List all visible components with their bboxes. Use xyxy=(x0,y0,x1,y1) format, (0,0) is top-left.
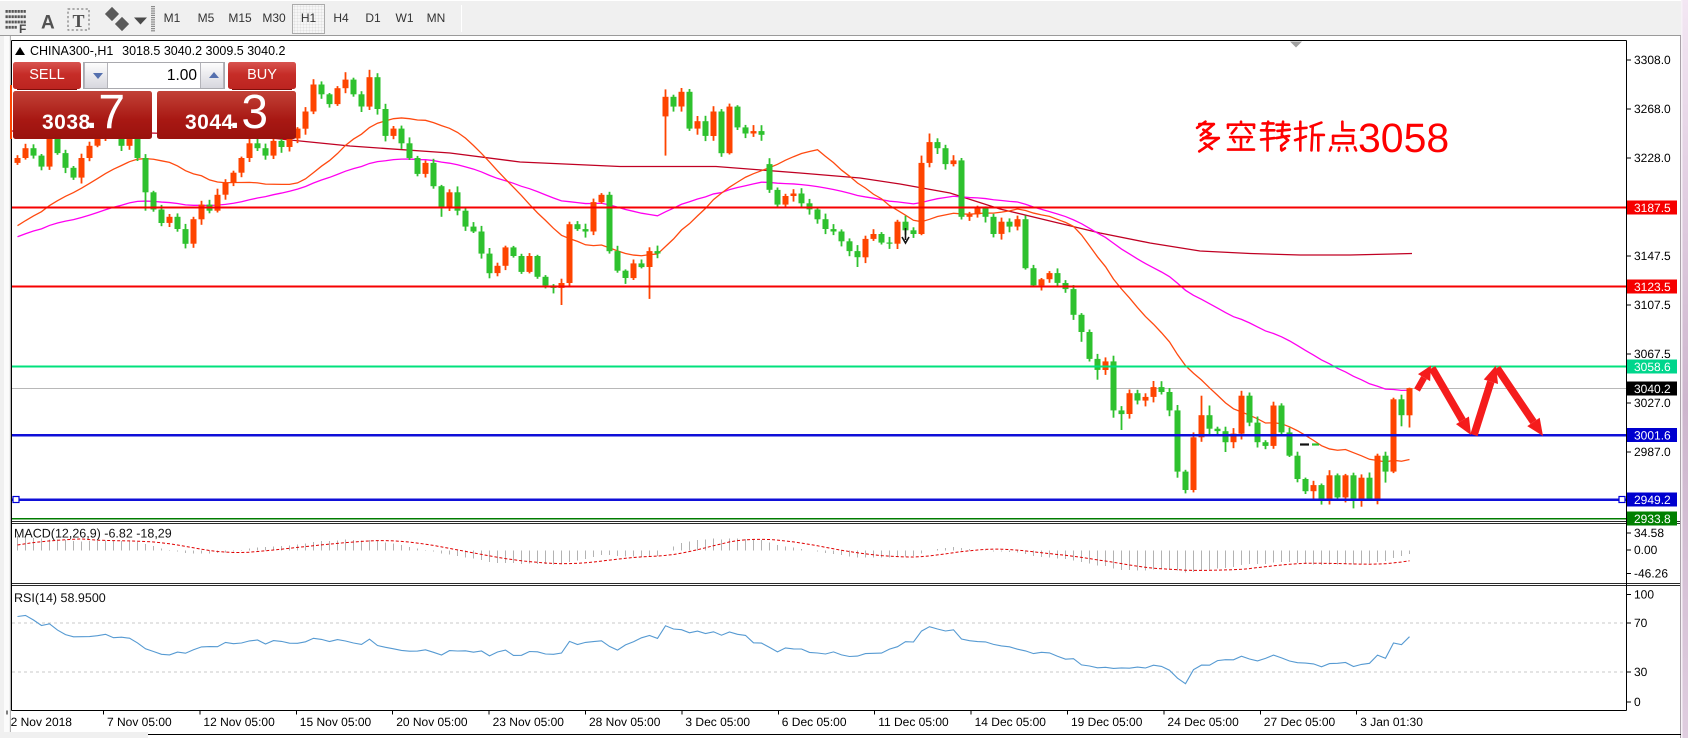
svg-text:3268.0: 3268.0 xyxy=(1634,102,1671,116)
svg-text:3067.5: 3067.5 xyxy=(1634,347,1671,361)
svg-text:3 Dec 05:00: 3 Dec 05:00 xyxy=(685,715,750,729)
svg-text:11 Dec 05:00: 11 Dec 05:00 xyxy=(878,715,949,729)
svg-text:3001.6: 3001.6 xyxy=(1634,429,1671,443)
svg-text:2949.2: 2949.2 xyxy=(1634,493,1671,507)
svg-text:27 Dec 05:00: 27 Dec 05:00 xyxy=(1264,715,1336,729)
svg-text:100: 100 xyxy=(1634,588,1654,602)
svg-text:A: A xyxy=(41,13,55,34)
svg-text:3107.5: 3107.5 xyxy=(1634,298,1671,312)
svg-text:70: 70 xyxy=(1634,616,1648,630)
svg-text:20 Nov 05:00: 20 Nov 05:00 xyxy=(396,715,468,729)
svg-text:3123.5: 3123.5 xyxy=(1634,280,1671,294)
svg-text:24 Dec 05:00: 24 Dec 05:00 xyxy=(1167,715,1239,729)
svg-text:3308.0: 3308.0 xyxy=(1634,53,1671,67)
svg-text:12 Nov 05:00: 12 Nov 05:00 xyxy=(203,715,275,729)
svg-text:T: T xyxy=(73,11,85,31)
svg-text:23 Nov 05:00: 23 Nov 05:00 xyxy=(493,715,565,729)
svg-text:3 Jan 01:30: 3 Jan 01:30 xyxy=(1360,715,1423,729)
svg-text:-46.26: -46.26 xyxy=(1634,567,1668,581)
svg-text:15 Nov 05:00: 15 Nov 05:00 xyxy=(300,715,372,729)
svg-text:34.58: 34.58 xyxy=(1634,526,1664,540)
svg-text:3228.0: 3228.0 xyxy=(1634,151,1671,165)
svg-text:2987.0: 2987.0 xyxy=(1634,445,1671,459)
svg-text:3027.0: 3027.0 xyxy=(1634,396,1671,410)
svg-text:3187.5: 3187.5 xyxy=(1634,201,1671,215)
svg-text:0: 0 xyxy=(1634,695,1641,709)
svg-text:0.00: 0.00 xyxy=(1634,543,1658,557)
svg-text:28 Nov 05:00: 28 Nov 05:00 xyxy=(589,715,661,729)
svg-text:F: F xyxy=(19,22,26,34)
svg-text:3040.2: 3040.2 xyxy=(1634,382,1671,396)
svg-text:14 Dec 05:00: 14 Dec 05:00 xyxy=(975,715,1047,729)
svg-text:3147.5: 3147.5 xyxy=(1634,249,1671,263)
svg-text:19 Dec 05:00: 19 Dec 05:00 xyxy=(1071,715,1143,729)
svg-text:2933.8: 2933.8 xyxy=(1634,512,1671,526)
svg-text:30: 30 xyxy=(1634,665,1648,679)
svg-text:3058.6: 3058.6 xyxy=(1634,360,1671,374)
svg-text:MACD(12,26,9) -6.82 -18,29: MACD(12,26,9) -6.82 -18,29 xyxy=(14,527,172,541)
svg-text:3058: 3058 xyxy=(1358,115,1449,161)
svg-text:RSI(14) 58.9500: RSI(14) 58.9500 xyxy=(14,591,106,605)
svg-text:7 Nov 05:00: 7 Nov 05:00 xyxy=(107,715,172,729)
svg-text:6 Dec 05:00: 6 Dec 05:00 xyxy=(782,715,847,729)
svg-text:2 Nov 2018: 2 Nov 2018 xyxy=(11,715,73,729)
